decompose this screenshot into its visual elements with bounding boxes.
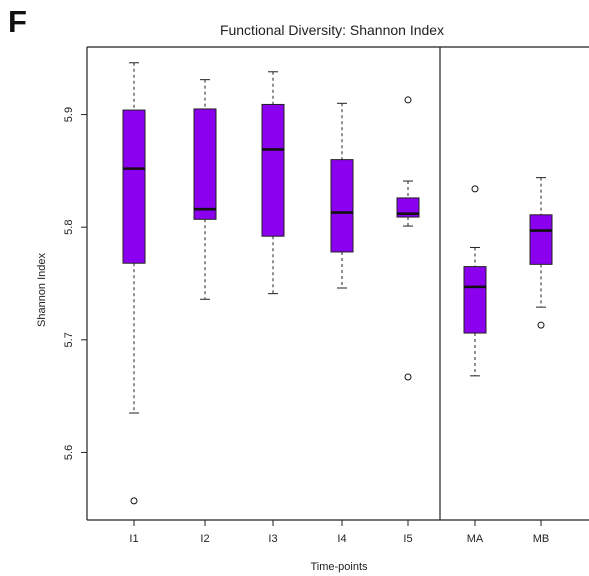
- plot-frame: [86, 46, 589, 521]
- outlier-point: [404, 96, 412, 104]
- box-i2: [193, 79, 217, 300]
- x-tick-label: MB: [533, 533, 550, 545]
- box-iqr: [330, 159, 354, 253]
- y-tick-label: 5.8: [63, 220, 75, 235]
- x-tick-label: I5: [403, 533, 412, 545]
- x-tick-label: MA: [467, 533, 484, 545]
- x-tick-label: I1: [129, 533, 138, 545]
- box-i3: [261, 71, 285, 295]
- box-iqr: [193, 108, 217, 220]
- y-tick-label: 5.7: [63, 332, 75, 347]
- box-iqr: [529, 214, 553, 265]
- box-i1: [122, 62, 146, 505]
- box-ma: [463, 185, 487, 377]
- y-tick-label: 5.9: [63, 107, 75, 122]
- box-iqr: [463, 266, 487, 334]
- outlier-point: [404, 373, 412, 381]
- chart-title: Functional Diversity: Shannon Index: [220, 22, 444, 38]
- y-axis-title: Shannon Index: [36, 252, 48, 327]
- x-tick-label: I4: [337, 533, 346, 545]
- x-axis-title: Time-points: [310, 561, 368, 573]
- x-tick-label: I2: [200, 533, 209, 545]
- box-iqr: [396, 197, 420, 218]
- y-tick-label: 5.6: [63, 445, 75, 460]
- boxes-group: [122, 62, 553, 505]
- x-tick-label: I3: [268, 533, 277, 545]
- outlier-point: [471, 185, 479, 193]
- panel-letter: F: [8, 4, 27, 39]
- outlier-point: [537, 321, 545, 329]
- box-i5: [396, 96, 420, 381]
- box-iqr: [261, 103, 285, 237]
- y-axis: 5.6 5.7 5.8 5.9: [63, 107, 87, 460]
- x-axis: I1 I2 I3 I4 I5 MA MB: [129, 520, 549, 545]
- box-iqr: [122, 109, 146, 264]
- box-mb: [529, 177, 553, 329]
- box-i4: [330, 102, 354, 289]
- outlier-point: [130, 497, 138, 505]
